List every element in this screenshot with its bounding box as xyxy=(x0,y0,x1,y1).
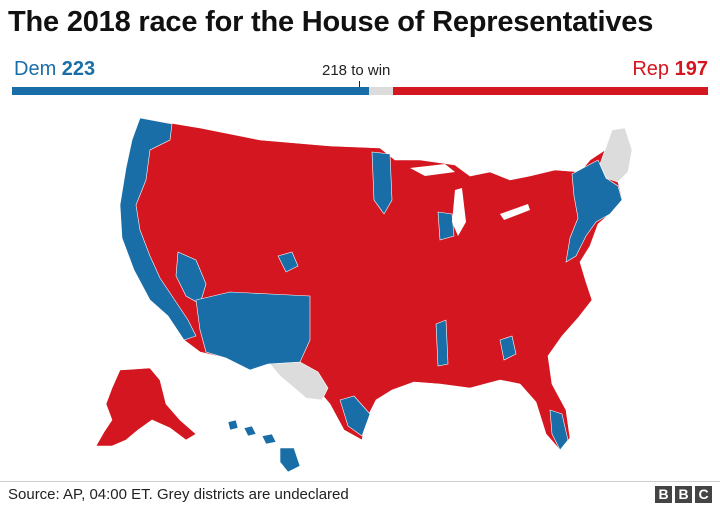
hawaii xyxy=(227,419,301,473)
lake-superior xyxy=(410,164,455,176)
bbc-logo-c: C xyxy=(695,486,712,503)
dem-chicago xyxy=(437,211,455,241)
dem-texas-metros xyxy=(339,395,371,437)
dem-colorado xyxy=(277,251,299,273)
dem-score: Dem 223 xyxy=(14,58,95,81)
dem-south-metros xyxy=(499,335,517,361)
hawaii-kauai xyxy=(227,419,239,431)
hawaii-big-island xyxy=(279,447,301,473)
rep-label: Rep xyxy=(632,58,670,80)
win-threshold-tick xyxy=(359,81,360,87)
dem-minnesota xyxy=(371,151,393,215)
alaska xyxy=(95,367,197,447)
seat-tally-bar xyxy=(12,87,708,95)
rep-score: Rep 197 xyxy=(632,58,708,81)
hawaii-oahu xyxy=(243,425,257,437)
rep-seat-segment xyxy=(392,87,708,95)
undeclared-west-texas xyxy=(269,361,329,401)
lake-michigan xyxy=(452,188,466,236)
dem-mississippi-delta xyxy=(435,319,449,367)
bbc-logo-b2: B xyxy=(675,486,692,503)
bbc-logo: B B C xyxy=(655,486,712,503)
bbc-logo-b1: B xyxy=(655,486,672,503)
dem-label: Dem xyxy=(14,58,57,80)
chart-title: The 2018 race for the House of Represent… xyxy=(8,6,654,38)
dem-seat-segment xyxy=(12,87,369,95)
dem-south-florida xyxy=(549,409,569,451)
undeclared-maine xyxy=(599,127,633,183)
dem-west-coast xyxy=(119,117,197,341)
source-note: Source: AP, 04:00 ET. Grey districts are… xyxy=(8,486,349,503)
dem-northeast xyxy=(565,159,623,263)
footer-divider xyxy=(0,481,720,482)
rep-seats: 197 xyxy=(674,58,708,80)
undeclared-seat-segment xyxy=(368,87,393,95)
dem-seats: 223 xyxy=(61,58,96,80)
lake-erie xyxy=(500,204,530,220)
to-win-label: 218 to win xyxy=(322,62,391,79)
dem-arizona-new-mexico xyxy=(195,291,311,371)
us-district-map xyxy=(95,117,633,473)
hawaii-maui xyxy=(261,433,277,445)
